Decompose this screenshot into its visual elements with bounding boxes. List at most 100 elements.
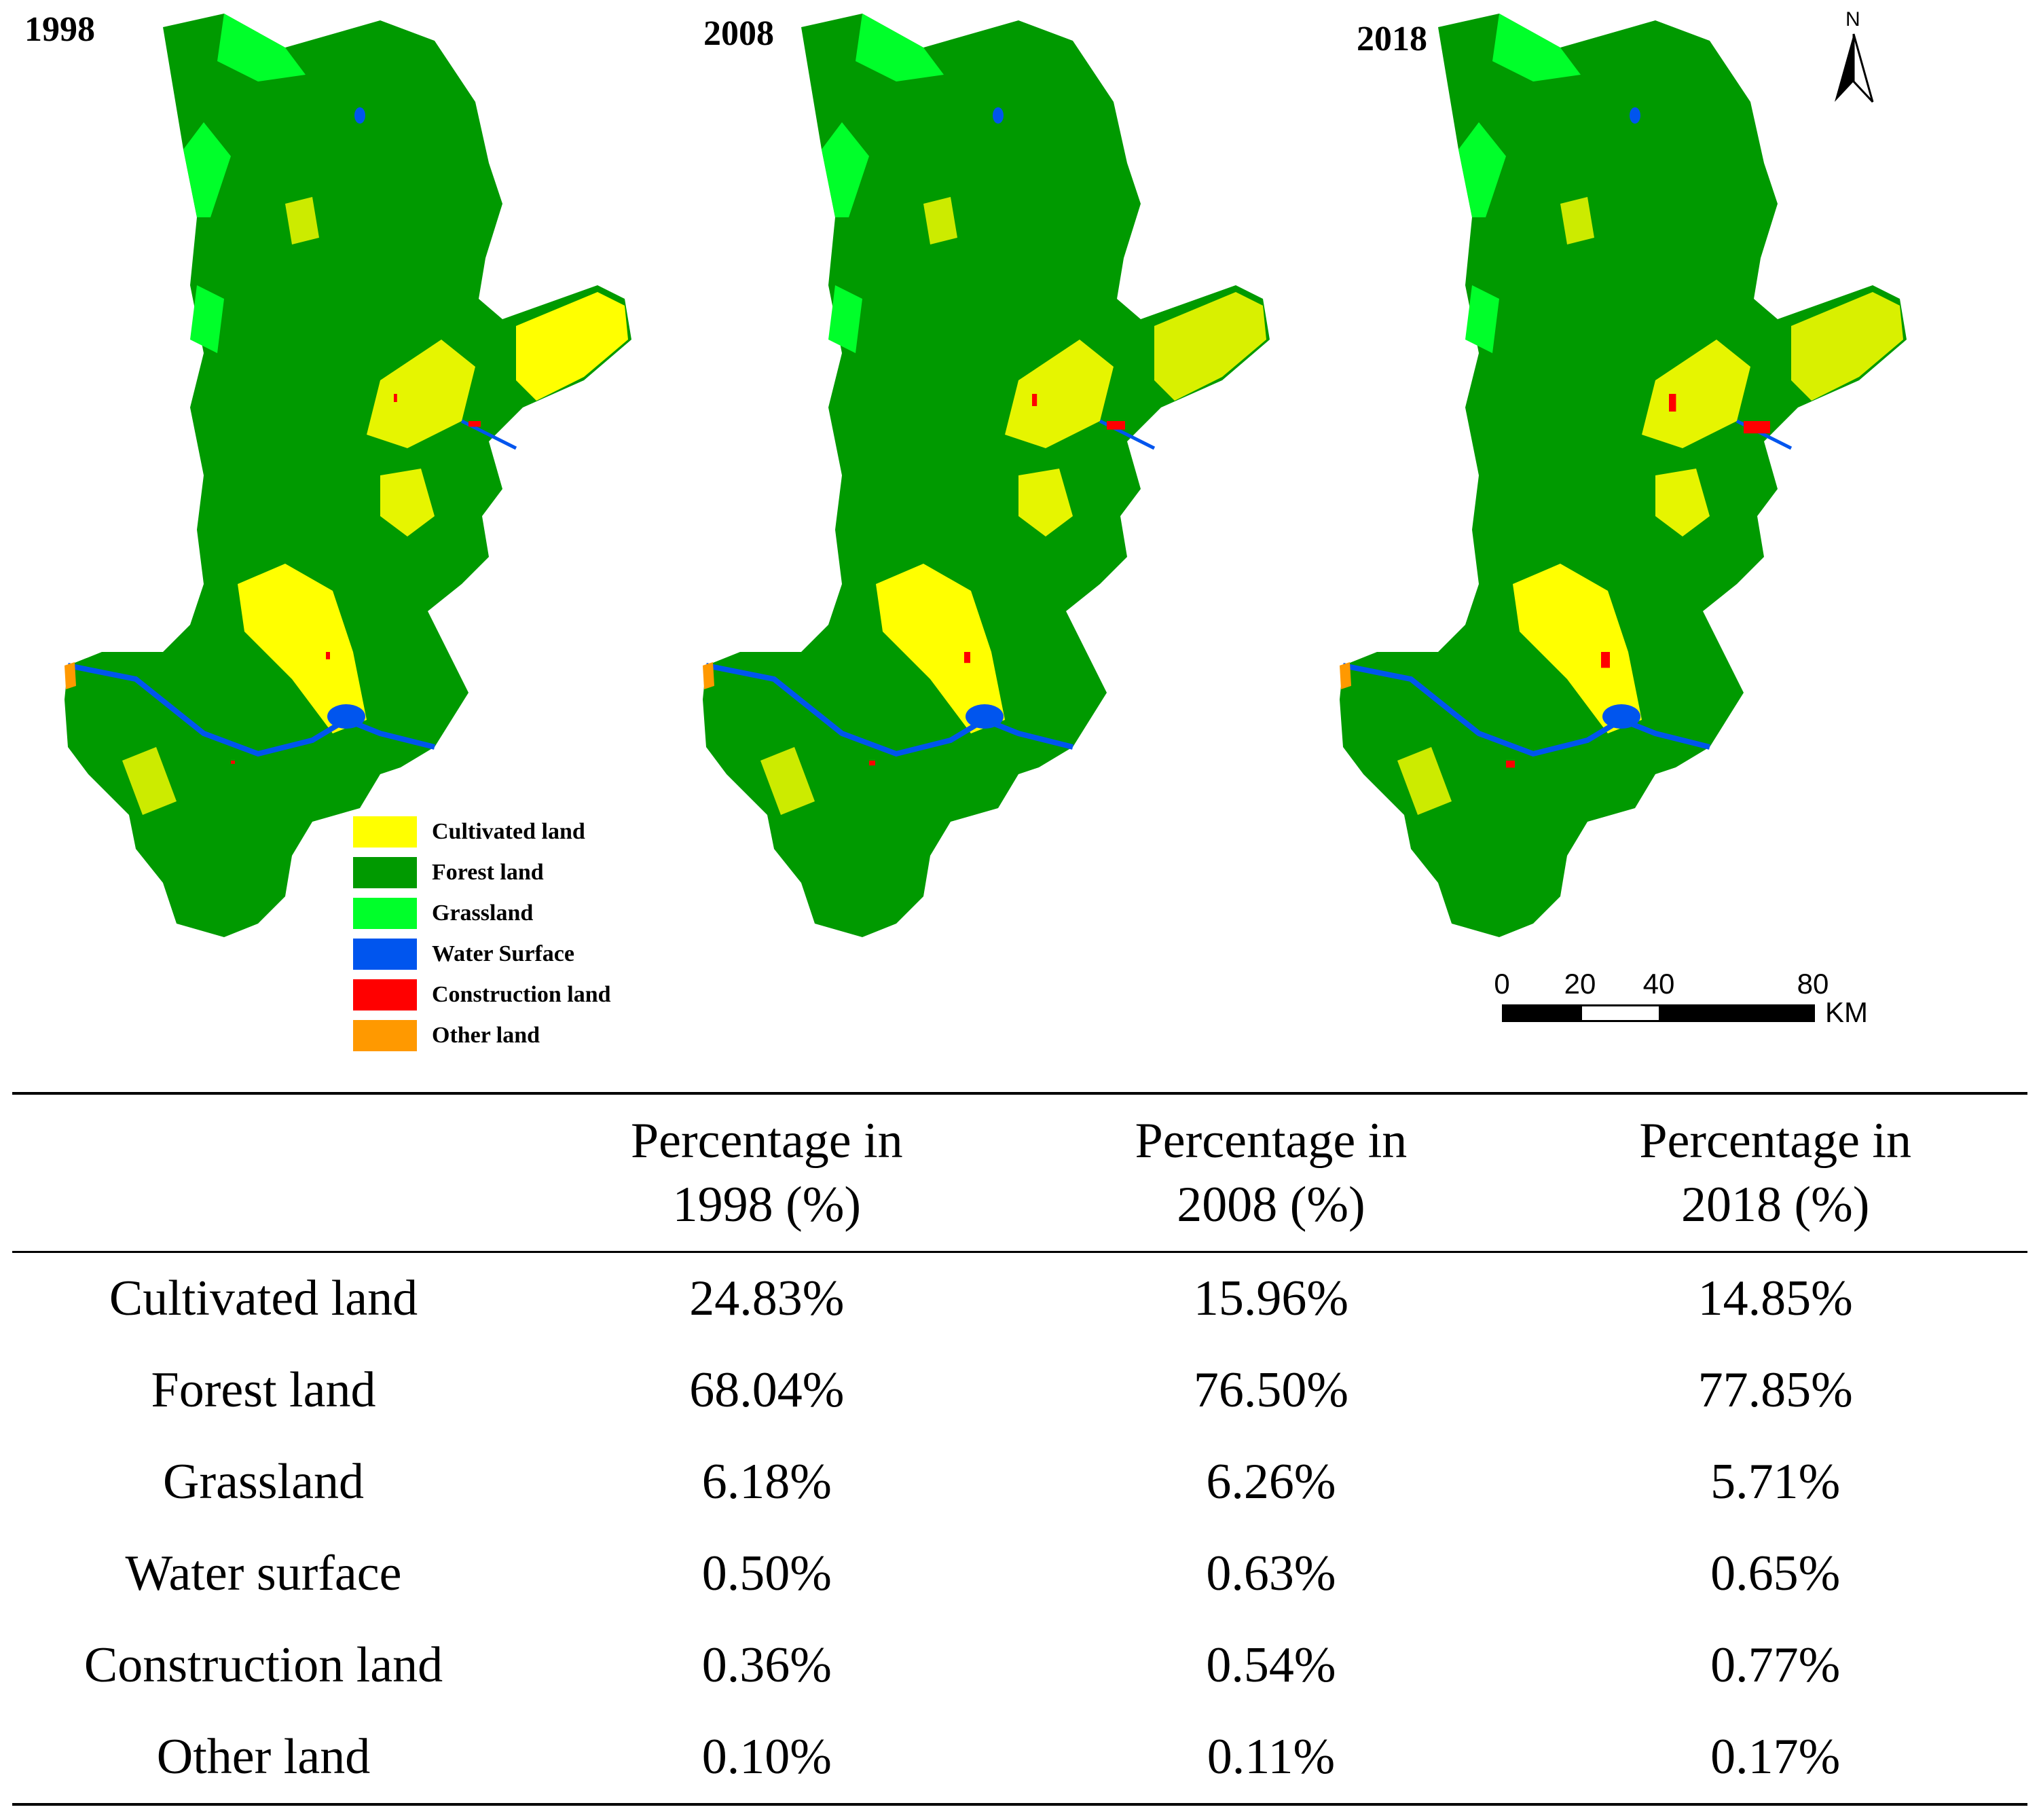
- river-line: [67, 663, 435, 757]
- table-cell: 6.18%: [701, 1454, 832, 1510]
- grassland-patch: [1492, 14, 1581, 81]
- legend-swatch: [353, 857, 417, 888]
- legend-item: Cultivated land: [353, 812, 611, 852]
- construction-patch: [1744, 421, 1770, 434]
- construction-patch: [231, 761, 235, 764]
- table-cell: 77.85%: [1697, 1362, 1853, 1418]
- cultivated-patch: [876, 564, 1005, 733]
- construction-patch: [869, 761, 875, 766]
- table-cell: 14.85%: [1697, 1271, 1853, 1326]
- table-cell: 24.83%: [689, 1271, 845, 1326]
- legend-label: Construction land: [432, 982, 611, 1007]
- other-land-patch: [703, 662, 714, 689]
- other-land-patch: [1340, 662, 1351, 689]
- construction-patch: [1601, 652, 1610, 668]
- cultivated-patch: [367, 340, 475, 448]
- grassland-patch: [822, 122, 869, 217]
- reservoir-shape: [327, 704, 365, 729]
- table-row: Cultivated land 24.83% 15.96% 14.85%: [12, 1252, 2027, 1345]
- legend-swatch: [353, 898, 417, 929]
- construction-patch: [1669, 394, 1676, 412]
- row-label: Forest land: [151, 1362, 376, 1418]
- river-line: [705, 663, 1073, 757]
- legend-swatch: [353, 1020, 417, 1051]
- north-label: N: [1845, 8, 1860, 31]
- grassland-patch: [1465, 285, 1499, 353]
- scale-segment: [1502, 1004, 1582, 1022]
- scale-segment: [1659, 1004, 1815, 1022]
- scale-segment: [1580, 1004, 1661, 1022]
- cultivated-patch: [516, 292, 628, 401]
- table-row: Forest land 68.04% 76.50% 77.85%: [12, 1345, 2027, 1436]
- cultivated-patch: [1154, 292, 1266, 401]
- legend-item: Water Surface: [353, 934, 611, 975]
- scale-tick-label: 0: [1494, 968, 1510, 1000]
- legend-swatch: [353, 979, 417, 1011]
- cultivated-patch: [380, 469, 435, 536]
- map-panel-2018: 2018: [1275, 0, 1954, 1059]
- table-cell: 15.96%: [1193, 1271, 1349, 1326]
- cultivated-patch: [122, 747, 177, 815]
- legend-item: Other land: [353, 1015, 611, 1056]
- table-header: Percentage in 2018 (%): [1523, 1095, 2027, 1253]
- legend-swatch: [353, 816, 417, 848]
- construction-patch: [326, 652, 330, 659]
- cultivated-patch: [1005, 340, 1114, 448]
- table-cell: 0.54%: [1206, 1637, 1336, 1693]
- table-header: Percentage in 1998 (%): [515, 1095, 1019, 1253]
- land-use-map: [703, 14, 1270, 937]
- construction-patch: [394, 394, 397, 402]
- row-label: Construction land: [84, 1637, 443, 1693]
- map-legend: Cultivated land Forest land Grassland Wa…: [353, 812, 611, 1056]
- table-header-empty: [12, 1095, 515, 1253]
- cultivated-patch: [1513, 564, 1642, 733]
- reservoir-shape: [1602, 704, 1640, 729]
- lake-shape: [993, 107, 1004, 124]
- cultivated-patch: [1560, 197, 1594, 244]
- other-land-patch: [65, 662, 76, 689]
- legend-item: Forest land: [353, 852, 611, 893]
- table-cell: 6.26%: [1206, 1454, 1336, 1510]
- legend-swatch: [353, 939, 417, 970]
- cultivated-patch: [1655, 469, 1710, 536]
- table-row: Other land 0.10% 0.11% 0.17%: [12, 1711, 2027, 1806]
- map-panel-1998: 1998: [0, 0, 679, 1059]
- grassland-patch: [190, 285, 224, 353]
- table-header-line: 2018 (%): [1680, 1177, 1870, 1233]
- cultivated-patch: [1791, 292, 1903, 401]
- table-header-line: 2008 (%): [1177, 1177, 1365, 1233]
- table-cell: 0.50%: [701, 1546, 832, 1601]
- scale-unit-label: KM: [1825, 996, 1868, 1028]
- cultivated-patch: [1397, 747, 1452, 815]
- legend-label: Water Surface: [432, 941, 574, 966]
- row-label: Cultivated land: [109, 1271, 418, 1326]
- grassland-patch: [217, 14, 306, 81]
- table-cell: 0.36%: [701, 1637, 832, 1693]
- table-cell: 0.11%: [1018, 1711, 1524, 1806]
- cultivated-patch: [1018, 469, 1073, 536]
- table-cell: 0.77%: [1710, 1637, 1841, 1693]
- forest-region: [703, 14, 1270, 937]
- lake-shape: [354, 107, 365, 124]
- cultivated-patch: [1642, 340, 1750, 448]
- table-header-line: Percentage in: [631, 1113, 903, 1169]
- grassland-patch: [1458, 122, 1506, 217]
- table-cell: 0.17%: [1523, 1711, 2027, 1806]
- construction-patch: [964, 652, 970, 663]
- legend-item: Construction land: [353, 975, 611, 1015]
- legend-label: Cultivated land: [432, 819, 585, 844]
- map-year-label: 2018: [1357, 20, 1427, 58]
- north-arrow-icon: [1835, 33, 1874, 103]
- table-row: Grassland 6.18% 6.26% 5.71%: [12, 1436, 2027, 1528]
- land-use-map: [65, 14, 631, 937]
- table-row: Construction land 0.36% 0.54% 0.77%: [12, 1620, 2027, 1711]
- table-header-line: Percentage in: [1639, 1113, 1911, 1169]
- percentage-table: Percentage in 1998 (%) Percentage in 200…: [12, 1092, 2027, 1806]
- construction-patch: [469, 421, 481, 427]
- row-label: Water surface: [125, 1546, 402, 1601]
- scale-tick-label: 80: [1797, 968, 1829, 1000]
- table-cell: 76.50%: [1193, 1362, 1349, 1418]
- legend-label: Other land: [432, 1023, 540, 1048]
- construction-patch: [1032, 394, 1037, 406]
- table-cell: 5.71%: [1710, 1454, 1841, 1510]
